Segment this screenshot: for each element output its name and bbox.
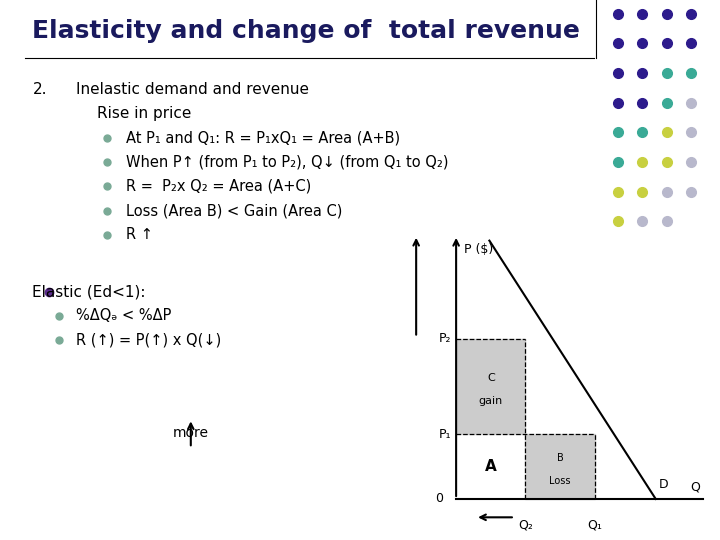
- Text: Q₂: Q₂: [518, 518, 533, 531]
- Text: R =  P₂x Q₂ = Area (A+C): R = P₂x Q₂ = Area (A+C): [126, 179, 311, 194]
- Text: Rise in price: Rise in price: [97, 106, 192, 121]
- Text: D: D: [659, 478, 668, 491]
- Polygon shape: [456, 339, 526, 434]
- Text: C: C: [487, 373, 495, 383]
- Text: 2.: 2.: [32, 82, 47, 97]
- Text: gain: gain: [479, 396, 503, 406]
- Text: Elastic (Ed<1):: Elastic (Ed<1):: [32, 284, 146, 299]
- Text: %ΔQₔ < %ΔP: %ΔQₔ < %ΔP: [76, 308, 171, 323]
- Text: Loss: Loss: [549, 476, 571, 485]
- Text: P₂: P₂: [438, 333, 451, 346]
- Text: P ($): P ($): [464, 244, 494, 256]
- Text: A: A: [485, 459, 497, 474]
- Text: When P↑ (from P₁ to P₂), Q↓ (from Q₁ to Q₂): When P↑ (from P₁ to P₂), Q↓ (from Q₁ to …: [126, 154, 449, 170]
- Text: Loss (Area B) < Gain (Area C): Loss (Area B) < Gain (Area C): [126, 203, 343, 218]
- Polygon shape: [526, 434, 595, 499]
- Text: B: B: [557, 453, 564, 463]
- Text: R ↑: R ↑: [126, 227, 153, 242]
- Text: At P₁ and Q₁: R = P₁xQ₁ = Area (A+B): At P₁ and Q₁: R = P₁xQ₁ = Area (A+B): [126, 130, 400, 145]
- Text: 0: 0: [436, 492, 444, 505]
- Text: Q₁: Q₁: [588, 518, 602, 531]
- Text: Elasticity and change of  total revenue: Elasticity and change of total revenue: [32, 19, 580, 43]
- Text: P₁: P₁: [438, 428, 451, 441]
- Text: more: more: [173, 426, 209, 440]
- Text: Q: Q: [690, 481, 700, 494]
- Text: R (↑) = P(↑) x Q(↓): R (↑) = P(↑) x Q(↓): [76, 333, 221, 348]
- Text: Inelastic demand and revenue: Inelastic demand and revenue: [76, 82, 309, 97]
